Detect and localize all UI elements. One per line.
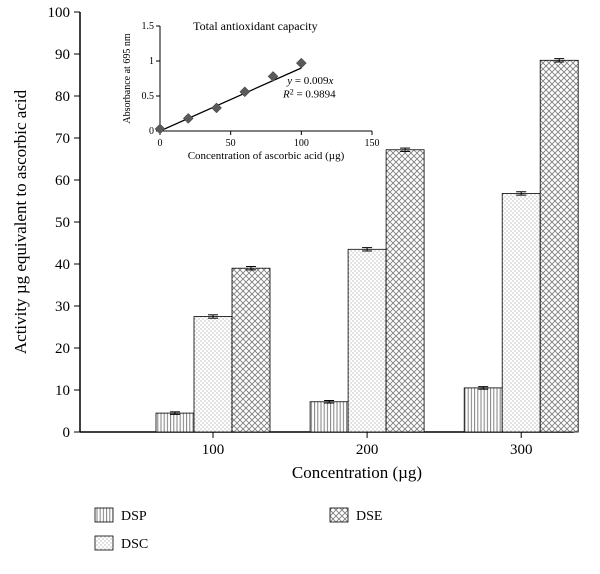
inset-ytick: 0.5 (142, 91, 155, 102)
legend-label-DSE: DSE (356, 509, 382, 524)
legend: DSP DSC DSE (95, 508, 382, 552)
legend-swatch-DSC (95, 536, 113, 550)
bar-DSE (386, 150, 424, 432)
inset-xlabel: Concentration of ascorbic acid (µg) (188, 150, 345, 162)
legend-label-DSC: DSC (121, 537, 148, 552)
inset-marker (183, 113, 193, 123)
inset-ytick: 1 (149, 56, 154, 67)
y-tick-label: 50 (55, 215, 70, 231)
legend-swatch-DSP (95, 508, 113, 522)
chart-container: 0102030405060708090100Activity µg equiva… (0, 0, 600, 574)
y-tick-label: 60 (55, 173, 70, 189)
x-tick-label: 300 (510, 442, 533, 458)
x-tick-label: 200 (356, 442, 379, 458)
inset-xtick: 50 (226, 138, 236, 149)
y-tick-label: 20 (55, 341, 70, 357)
inset-title: Total antioxidant capacity (193, 19, 317, 33)
bar-DSC (348, 249, 386, 432)
legend-swatch-DSE (330, 508, 348, 522)
inset-ylabel: Absorbance at 695 nm (122, 33, 133, 123)
y-tick-label: 0 (63, 425, 71, 441)
inset-equation: y = 0.009x (286, 75, 333, 87)
inset-chart: 0 50 100 150 0 0.5 1 1.5 Total antioxidant capac… (122, 19, 380, 162)
regression-line (160, 68, 301, 131)
inset-marker (155, 124, 165, 134)
bar-DSE (232, 268, 270, 432)
y-tick-label: 80 (55, 89, 70, 105)
inset-ytick: 0 (149, 126, 154, 137)
bar-DSP (464, 388, 502, 432)
inset-r2: R2 = 0.9894 (282, 87, 336, 100)
y-tick-label: 10 (55, 383, 70, 399)
inset-xtick: 0 (158, 138, 163, 149)
bar-DSP (310, 402, 348, 432)
inset-marker (296, 58, 306, 68)
y-tick-label: 90 (55, 47, 70, 63)
inset-xtick: 150 (365, 138, 380, 149)
bar-DSC (194, 317, 232, 433)
bar-DSC (502, 193, 540, 432)
chart-svg: 0102030405060708090100Activity µg equiva… (0, 0, 600, 574)
inset-xtick: 100 (294, 138, 309, 149)
y-tick-label: 30 (55, 299, 70, 315)
y-axis-label: Activity µg equivalent to ascorbic acid (11, 89, 30, 354)
bar-DSP (156, 413, 194, 432)
bar-DSE (540, 60, 578, 432)
x-axis-label: Concentration (µg) (292, 463, 422, 482)
inset-ytick: 1.5 (142, 21, 155, 32)
inset-marker (268, 71, 278, 81)
y-tick-label: 100 (48, 5, 71, 21)
y-tick-label: 40 (55, 257, 70, 273)
y-tick-label: 70 (55, 131, 70, 147)
x-tick-label: 100 (202, 442, 225, 458)
legend-label-DSP: DSP (121, 509, 147, 524)
